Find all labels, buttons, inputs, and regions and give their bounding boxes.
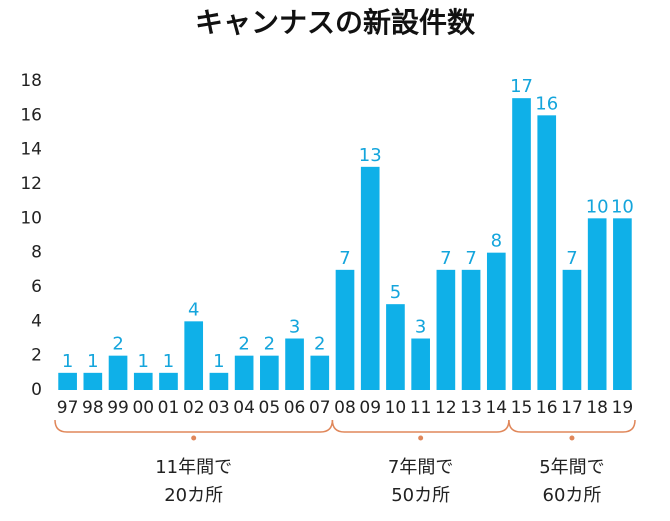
bar [386, 304, 405, 390]
bar [461, 269, 481, 390]
x-tick-label: 15 [511, 398, 533, 418]
value-label: 10 [586, 196, 609, 217]
x-tick-label: 03 [208, 398, 230, 418]
bar [83, 372, 103, 390]
bar [58, 372, 77, 390]
value-label: 2 [314, 334, 325, 355]
value-label: 1 [138, 351, 149, 372]
annotation: 50カ所 [391, 485, 450, 506]
annotation: 5年間で [539, 457, 604, 478]
x-tick-label: 08 [334, 398, 356, 418]
y-tick-label: 0 [31, 380, 42, 400]
x-tick-label: 11 [410, 398, 432, 418]
bar [411, 338, 430, 390]
bracket-dot [418, 435, 424, 441]
x-tick-label: 06 [284, 398, 306, 418]
x-tick-label: 16 [536, 398, 558, 418]
bar [133, 372, 153, 390]
value-label: 10 [611, 196, 634, 217]
y-tick-label: 6 [31, 277, 42, 297]
x-tick-label: 09 [359, 398, 381, 418]
value-label: 1 [87, 351, 98, 372]
bracket [508, 419, 636, 433]
bar [613, 218, 632, 390]
x-tick-label: 07 [309, 398, 331, 418]
value-label: 1 [213, 351, 224, 372]
x-tick-label: 00 [132, 398, 154, 418]
bar [159, 372, 178, 390]
bar [562, 269, 582, 390]
annotation: 7年間で [388, 457, 453, 478]
value-label: 7 [465, 248, 476, 269]
x-tick-label: 12 [435, 398, 457, 418]
annotation: 60カ所 [543, 485, 602, 506]
value-label: 7 [566, 248, 577, 269]
value-label: 13 [359, 145, 382, 166]
value-label: 17 [510, 76, 533, 97]
x-tick-label: 17 [561, 398, 583, 418]
bar [537, 115, 557, 390]
y-tick-label: 4 [31, 311, 42, 331]
y-tick-label: 18 [20, 71, 42, 91]
bar [184, 321, 204, 390]
annotation: 20カ所 [164, 485, 223, 506]
bar [335, 269, 355, 390]
x-tick-label: 19 [612, 398, 634, 418]
bar [234, 355, 254, 390]
x-tick-label: 98 [82, 398, 104, 418]
value-label: 7 [339, 248, 350, 269]
value-label: 5 [390, 282, 401, 303]
bar [360, 166, 380, 390]
bracket [54, 419, 334, 433]
value-label: 2 [264, 334, 275, 355]
value-label: 3 [415, 317, 426, 338]
value-label: 16 [535, 93, 558, 114]
bracket [331, 419, 510, 433]
y-tick-label: 14 [20, 140, 42, 160]
x-tick-label: 99 [107, 398, 129, 418]
y-tick-label: 10 [20, 208, 42, 228]
x-tick-label: 18 [586, 398, 608, 418]
value-label: 4 [188, 299, 199, 320]
bar [209, 372, 229, 390]
x-tick-label: 05 [259, 398, 281, 418]
bar [486, 252, 506, 390]
bar [436, 269, 456, 390]
chart-title: キャンナスの新設件数 [195, 6, 476, 39]
bar [512, 98, 531, 391]
x-tick-label: 13 [460, 398, 482, 418]
x-tick-label: 02 [183, 398, 205, 418]
x-tick-label: 04 [233, 398, 255, 418]
bar [260, 355, 279, 390]
bracket-dot [191, 435, 197, 441]
bracket-dot [569, 435, 575, 441]
value-label: 2 [112, 334, 123, 355]
value-label: 2 [238, 334, 249, 355]
bar [587, 218, 607, 390]
x-tick-label: 01 [158, 398, 180, 418]
bar [285, 338, 304, 390]
x-tick-label: 97 [57, 398, 79, 418]
y-tick-label: 12 [20, 174, 42, 194]
y-tick-label: 8 [31, 243, 42, 263]
x-tick-label: 10 [385, 398, 407, 418]
x-tick-label: 14 [485, 398, 507, 418]
value-label: 3 [289, 317, 300, 338]
value-label: 1 [62, 351, 73, 372]
bar [310, 355, 330, 390]
y-tick-label: 16 [20, 105, 42, 125]
value-label: 1 [163, 351, 174, 372]
bar [108, 355, 128, 390]
annotation: 11年間で [155, 457, 232, 478]
value-label: 7 [440, 248, 451, 269]
y-tick-label: 2 [31, 346, 42, 366]
value-label: 8 [491, 231, 502, 252]
